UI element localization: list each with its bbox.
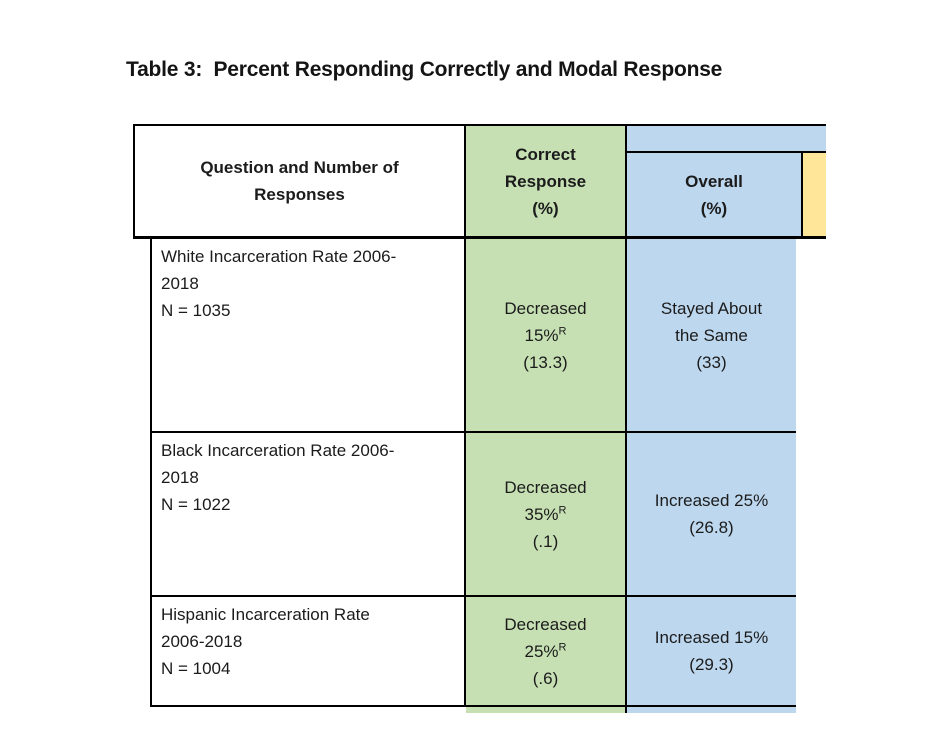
cutoff-overall-cell-stub	[627, 707, 796, 713]
question-line: N = 1035	[161, 301, 231, 320]
question-line: Black Incarceration Rate 2006-	[161, 441, 395, 460]
overall-line: Increased 25%	[654, 491, 769, 510]
question-cell: White Incarceration Rate 2006- 2018 N = …	[150, 239, 466, 433]
table-title: Table 3: Percent Responding Correctly an…	[126, 58, 723, 81]
superscript-r: R	[558, 503, 567, 516]
overall-header-line: (%)	[700, 198, 728, 218]
correct-response-percent: (13.3)	[523, 352, 568, 372]
correct-response-value: 15%	[524, 325, 559, 345]
overall-line: the Same	[675, 325, 748, 345]
question-cell: Hispanic Incarceration Rate 2006-2018 N …	[150, 597, 466, 707]
question-line: 2006-2018	[161, 632, 243, 651]
question-header-line: Question and Number of	[200, 158, 399, 177]
question-line: Hispanic Incarceration Rate	[161, 605, 370, 624]
correct-header-line: Response	[504, 171, 587, 191]
overall-column-header: Overall (%)	[627, 153, 803, 239]
superscript-r: R	[558, 324, 567, 337]
correct-header-line: (%)	[532, 198, 559, 218]
cutoff-column-header	[803, 153, 826, 239]
overall-modal-cell: Increased 15% (29.3)	[627, 597, 796, 707]
correct-response-value: 35%	[524, 504, 559, 524]
question-header-line: Responses	[254, 185, 345, 204]
correct-response-line: 35%R	[525, 501, 567, 528]
correct-response-value: 25%	[524, 641, 559, 661]
superscript-r: R	[558, 640, 567, 653]
correct-response-line: Decreased	[504, 298, 587, 318]
overall-header-line: Overall	[685, 171, 743, 191]
correct-response-cell: Decreased 15%R (13.3)	[466, 239, 627, 433]
overall-line: (26.8)	[689, 518, 734, 537]
question-line: N = 1004	[161, 659, 231, 678]
question-line: White Incarceration Rate 2006-	[161, 247, 397, 266]
correct-response-line: 25%R	[525, 638, 567, 665]
question-column-header: Question and Number of Responses	[133, 124, 466, 239]
overall-modal-cell: Stayed About the Same (33)	[627, 239, 796, 433]
question-line: 2018	[161, 274, 199, 293]
correct-response-cell: Decreased 35%R (.1)	[466, 433, 627, 597]
correct-header-line: Correct	[515, 144, 576, 164]
question-line: N = 1022	[161, 495, 231, 514]
overall-line: (33)	[696, 352, 727, 372]
overall-line: Stayed About	[660, 298, 763, 318]
correct-response-percent: (.1)	[532, 531, 559, 551]
question-line: 2018	[161, 468, 199, 487]
question-cell: Black Incarceration Rate 2006- 2018 N = …	[150, 433, 466, 597]
cutoff-correct-cell-stub	[466, 707, 627, 713]
correct-response-line: 15%R	[525, 322, 567, 349]
overall-line: (29.3)	[689, 655, 734, 674]
correct-response-line: Decreased	[504, 477, 587, 497]
correct-response-percent: (.6)	[532, 668, 559, 688]
correct-response-column-header: Correct Response (%)	[466, 124, 627, 239]
correct-response-line: Decreased	[504, 614, 587, 634]
modal-response-header-band	[627, 124, 826, 153]
correct-response-cell: Decreased 25%R (.6)	[466, 597, 627, 707]
overall-line: Increased 15%	[654, 628, 769, 647]
overall-modal-cell: Increased 25% (26.8)	[627, 433, 796, 597]
